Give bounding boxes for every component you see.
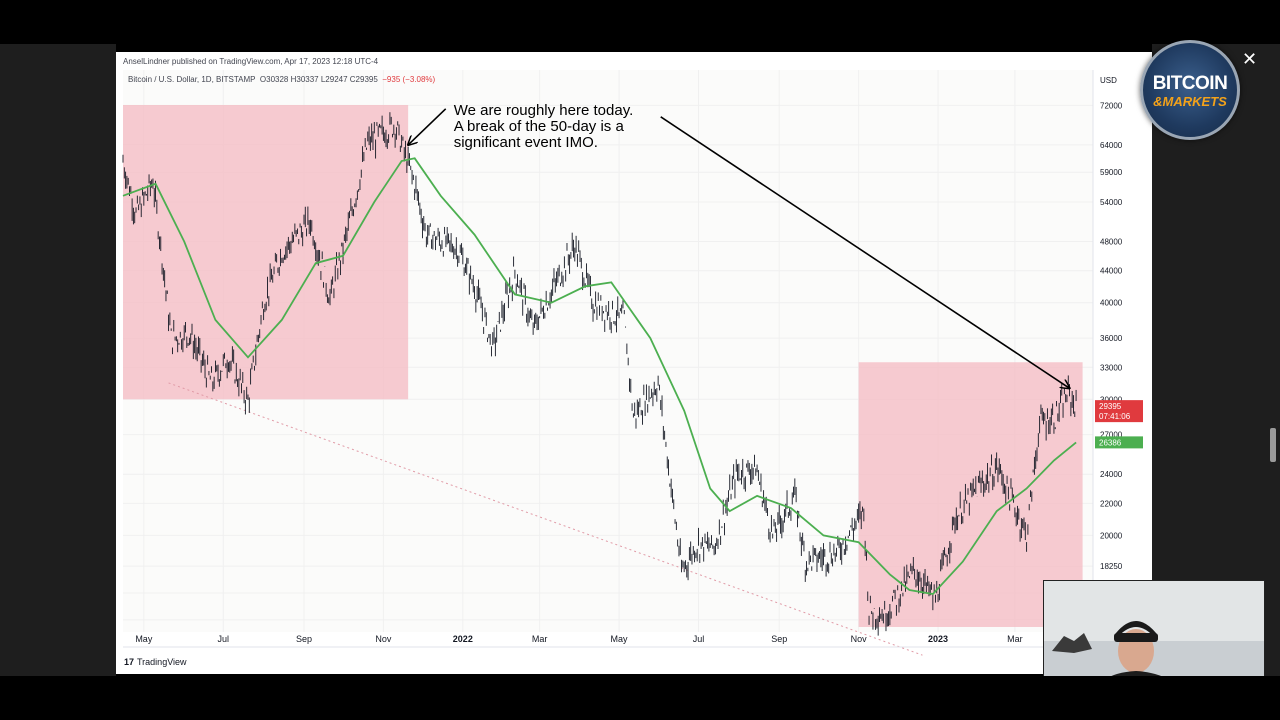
annotation-text-line: We are roughly here today. — [454, 102, 634, 119]
y-tick-label: 18250 — [1100, 562, 1123, 571]
y-tick-label: 33000 — [1100, 363, 1123, 372]
annotation-arrow — [408, 108, 447, 145]
price-bars — [122, 112, 1077, 636]
symbol-legend: Bitcoin / U.S. Dollar, 1D, BITSTAMP O303… — [128, 75, 435, 84]
bitcoin-markets-watermark: BITCOIN &MARKETS — [1140, 40, 1240, 140]
tradingview-logo-mark: 17 — [124, 657, 135, 667]
x-tick-label: 2022 — [453, 634, 473, 644]
x-tick-label: Jul — [217, 634, 229, 644]
x-tick-label: May — [611, 634, 629, 644]
y-tick-label: 54000 — [1100, 198, 1123, 207]
annotation-text-line: A break of the 50-day is a — [454, 118, 625, 135]
y-tick-label: 40000 — [1100, 299, 1123, 308]
y-tick-label: 36000 — [1100, 334, 1123, 343]
watermark-line-1: BITCOIN — [1152, 73, 1228, 94]
page-scrollbar[interactable] — [1270, 428, 1276, 462]
highlight-box-1 — [123, 105, 409, 400]
price-change: −935 (−3.08%) — [382, 75, 436, 84]
moving-average-line — [122, 157, 1077, 595]
tradingview-chart-panel: We are roughly here today. A break of the… — [116, 52, 1152, 674]
video-background-left — [0, 44, 116, 676]
price-label-box — [1095, 400, 1143, 423]
y-tick-label: 72000 — [1100, 101, 1123, 110]
axis-currency-label: USD — [1100, 76, 1117, 85]
y-tick-label: 30000 — [1100, 395, 1123, 404]
y-tick-label: 24000 — [1100, 470, 1123, 479]
y-tick-label: 27000 — [1100, 431, 1123, 440]
published-info: AnselLindner published on TradingView.co… — [123, 57, 379, 66]
x-tick-label: Mar — [1007, 634, 1023, 644]
y-tick-label: 48000 — [1100, 237, 1123, 246]
y-tick-label: 22000 — [1100, 499, 1123, 508]
video-frame-bottom — [0, 676, 1280, 720]
close-icon[interactable]: ✕ — [1242, 49, 1258, 69]
ohlc-values: O30328 H30337 L29247 C29395 — [259, 75, 378, 84]
price-label-value: 29395 — [1099, 402, 1122, 411]
y-tick-label: 20000 — [1100, 531, 1123, 540]
x-tick-label: Jul — [693, 634, 705, 644]
x-tick-label: 2023 — [928, 634, 948, 644]
price-label-box — [1095, 436, 1143, 449]
tradingview-logo-text: TradingView — [137, 657, 187, 667]
video-frame-top — [0, 0, 1280, 44]
price-chart[interactable]: We are roughly here today.A break of the… — [116, 52, 1152, 674]
trendline-dotted — [168, 382, 923, 656]
video-background-right — [1152, 44, 1280, 676]
x-tick-label: Sep — [296, 634, 312, 644]
y-tick-label: 64000 — [1100, 141, 1123, 150]
x-tick-label: Nov — [851, 634, 868, 644]
watermark-line-2: &MARKETS — [1153, 94, 1227, 109]
price-label-countdown: 07:41:06 — [1099, 412, 1131, 421]
x-tick-label: Mar — [532, 634, 548, 644]
tradingview-logo[interactable]: 17 TradingView — [124, 657, 187, 667]
symbol-name: Bitcoin / U.S. Dollar, 1D, BITSTAMP — [128, 75, 256, 84]
y-tick-label: 59000 — [1100, 168, 1123, 177]
x-tick-label: Nov — [375, 634, 392, 644]
y-tick-label: 44000 — [1100, 267, 1123, 276]
x-tick-label: Sep — [771, 634, 787, 644]
price-label-value: 26386 — [1099, 438, 1122, 447]
annotation-arrow — [660, 116, 1070, 388]
x-tick-label: May — [135, 634, 153, 644]
annotation-text-line: significant event IMO. — [454, 134, 598, 151]
